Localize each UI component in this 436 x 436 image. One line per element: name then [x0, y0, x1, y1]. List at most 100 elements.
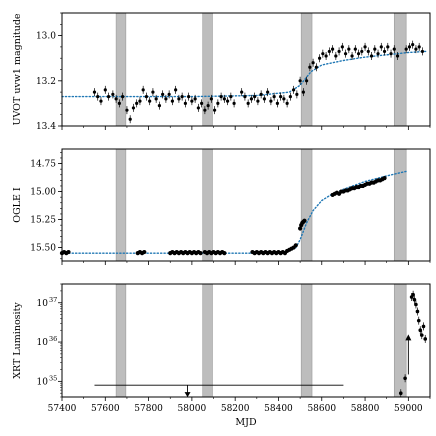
data-point	[174, 88, 178, 92]
data-point	[142, 249, 147, 255]
data-point	[347, 47, 351, 51]
shaded-span	[393, 283, 407, 398]
data-point	[302, 218, 307, 223]
data-point	[269, 99, 273, 103]
axes-frame	[61, 148, 431, 262]
data-point	[398, 391, 403, 395]
data-point	[292, 88, 296, 92]
data-point	[363, 45, 367, 49]
data-point	[92, 90, 97, 94]
shaded-span	[300, 12, 313, 127]
data-point	[216, 101, 220, 105]
shaded-span	[115, 148, 127, 262]
data-point	[246, 101, 250, 105]
data-point	[414, 47, 418, 51]
x-tick-label: 58800	[351, 404, 380, 414]
data-point	[412, 297, 417, 302]
data-point	[395, 54, 400, 58]
data-point	[298, 79, 302, 83]
shaded-span	[393, 12, 407, 127]
data-point	[232, 101, 236, 105]
panel-uvot: 13.0 13.2 13.4 UVOT uvw1 magnitude	[12, 12, 431, 132]
panel-ogle: 14.75 15.00 15.25 15.50 OGLE I	[12, 148, 431, 265]
data-point	[343, 52, 348, 56]
x-tick-label: 57600	[91, 404, 120, 414]
data-point	[243, 95, 247, 99]
data-point	[404, 47, 408, 51]
data-point	[389, 52, 393, 56]
data-point	[196, 106, 200, 110]
data-point	[222, 97, 226, 101]
data-point	[330, 47, 335, 51]
axes-frame	[61, 283, 431, 398]
data-point	[295, 92, 299, 96]
data-point	[392, 47, 396, 51]
data-point	[337, 49, 341, 54]
data-point	[353, 47, 357, 51]
data-point	[148, 99, 152, 103]
x-tick-label: 58000	[178, 404, 207, 414]
data-point	[369, 54, 374, 58]
y-tick-label: 10	[37, 338, 49, 348]
data-point	[421, 324, 426, 329]
shaded-span	[300, 283, 313, 398]
y-tick-label: 14.75	[30, 160, 56, 170]
data-point	[305, 79, 309, 83]
data-point	[121, 95, 125, 99]
data-point	[111, 92, 115, 96]
data-point	[253, 95, 257, 99]
data-point	[99, 99, 103, 103]
data-point	[379, 45, 383, 49]
data-point	[285, 101, 289, 105]
data-point	[262, 97, 266, 101]
data-point	[164, 97, 168, 101]
data-point	[298, 226, 303, 231]
data-point	[366, 49, 370, 54]
data-point	[66, 249, 71, 255]
limit-arrowhead	[405, 334, 412, 341]
upper-limit-arrowhead	[184, 392, 191, 398]
data-point	[266, 90, 270, 94]
data-point	[106, 95, 111, 99]
data-point	[327, 49, 331, 54]
data-point	[411, 43, 415, 47]
data-point	[229, 95, 233, 99]
shaded-span	[115, 12, 127, 127]
data-point	[226, 99, 230, 103]
data-point	[308, 65, 312, 69]
shaded-span	[202, 283, 213, 398]
shaded-span	[202, 148, 213, 262]
data-point	[350, 54, 354, 58]
data-point	[382, 49, 387, 54]
data-point	[407, 45, 412, 49]
data-point	[200, 101, 204, 105]
data-point	[256, 99, 260, 103]
data-point	[382, 176, 387, 181]
data-point	[420, 49, 425, 54]
y-tick-exponent: 36	[49, 335, 57, 343]
y-tick-label: 13.2	[36, 77, 56, 87]
x-tick-label: 57800	[134, 404, 163, 414]
data-point	[311, 61, 315, 65]
data-point	[240, 90, 244, 94]
data-point	[356, 52, 361, 56]
data-point	[249, 97, 254, 101]
y-tick-exponent: 37	[49, 296, 57, 304]
x-axis-label: MJD	[235, 417, 257, 428]
data-point	[125, 108, 129, 112]
data-point	[414, 302, 418, 307]
model-curve	[61, 50, 427, 98]
data-point	[259, 92, 263, 96]
data-point	[131, 106, 136, 110]
data-point	[321, 52, 325, 56]
data-point	[219, 95, 223, 99]
data-point	[373, 47, 377, 51]
x-tick-label: 58600	[307, 404, 336, 414]
data-point	[376, 52, 380, 56]
data-point	[190, 99, 194, 103]
model-curve	[61, 170, 407, 254]
data-point	[423, 337, 428, 341]
y-axis-label: XRT Luminosity	[12, 302, 23, 379]
data-point	[314, 65, 318, 69]
